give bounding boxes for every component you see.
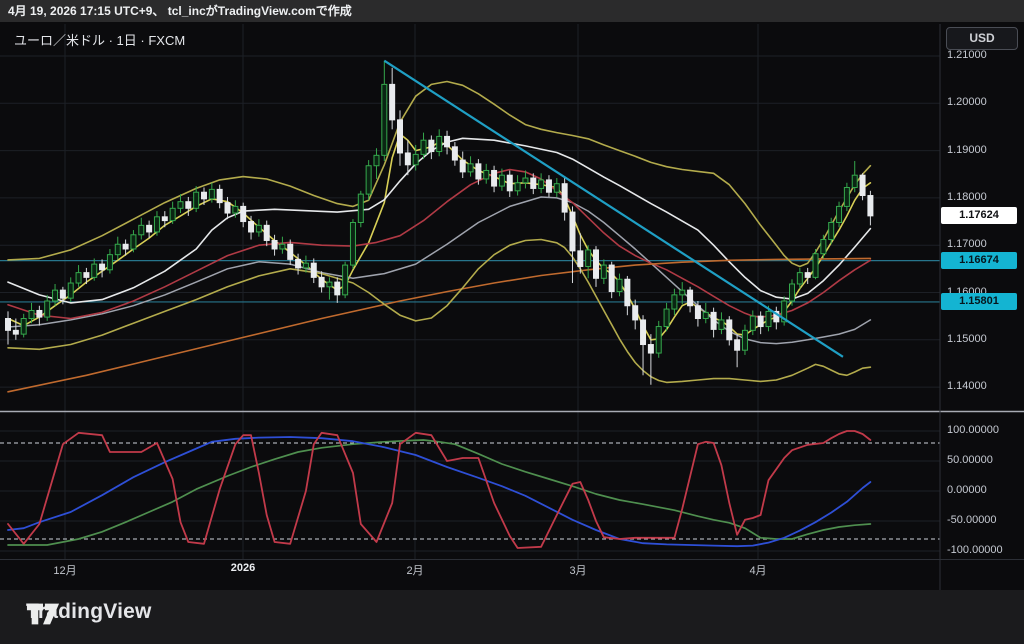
time-axis-label: 4月	[749, 565, 767, 577]
price-chart-canvas[interactable]	[0, 22, 1024, 590]
price-tick-label: 1.20000	[947, 96, 987, 109]
time-axis-label: 12月	[53, 565, 77, 577]
oscillator-tick-label: -50.00000	[947, 514, 997, 526]
time-axis-label: 2月	[406, 565, 424, 577]
price-tick-label: 1.18000	[947, 190, 987, 203]
tradingview-brand[interactable]: TradingView	[26, 600, 152, 625]
price-tick-label: 1.21000	[947, 49, 987, 61]
oscillator-tick-label: -100.00000	[947, 544, 1003, 556]
symbol-legend-title[interactable]: ユーロ／米ドル · 1日 · FXCM	[14, 33, 186, 48]
trend-line	[383, 59, 844, 358]
price-tick-label: 1.19000	[947, 143, 987, 156]
price-level-badge-2: 1.15801	[941, 293, 1017, 311]
time-axis-label: 2026	[230, 562, 256, 574]
price-tick-label: 1.14000	[947, 380, 987, 393]
osc-blue-mid	[7, 436, 872, 548]
ma-orange	[7, 257, 872, 393]
attribution-bar: 4月 19, 2026 17:15 UTC+9、 tcl_incがTrading…	[0, 0, 1024, 22]
chart-canvas-area[interactable]	[0, 22, 1024, 590]
ma-white	[7, 137, 872, 304]
osc-green-slow	[7, 439, 872, 546]
oscillator-tick-label: 50.00000	[947, 454, 993, 466]
oscillator-tick-label: 0.00000	[947, 484, 987, 496]
price-tick-label: 1.15000	[947, 332, 987, 345]
osc-red-fast	[7, 430, 872, 549]
band-lower-yellow	[7, 238, 872, 384]
oscillator-tick-label: 100.00000	[947, 424, 999, 436]
tradingview-logo-icon	[26, 603, 60, 625]
price-level-badge-1: 1.16674	[941, 252, 1017, 270]
footer-bar: TradingView	[0, 590, 1024, 644]
last-price-badge: 1.17624	[941, 207, 1017, 225]
currency-unit-button[interactable]: USD	[946, 27, 1018, 50]
price-tick-label: 1.17000	[947, 238, 987, 251]
attribution-text: 4月 19, 2026 17:15 UTC+9、 tcl_incがTrading…	[8, 4, 352, 18]
time-axis-label: 3月	[569, 565, 587, 577]
band-upper-yellow	[7, 80, 872, 268]
